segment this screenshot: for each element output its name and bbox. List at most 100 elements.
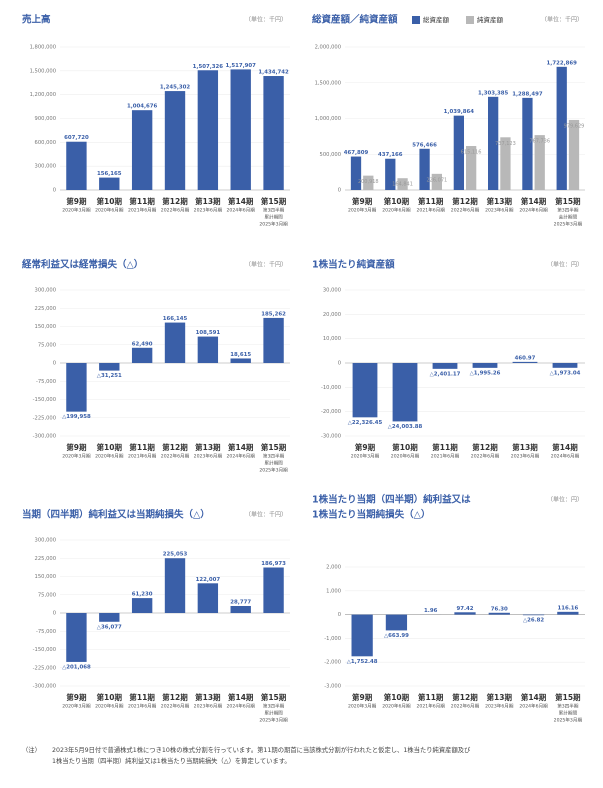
- bar: [512, 361, 538, 363]
- bar: [419, 148, 430, 190]
- y-tick-label: 150,000: [35, 574, 56, 580]
- x-tick-sublabel: 2024年6月期: [227, 453, 256, 460]
- y-tick-label: 0: [53, 361, 56, 367]
- x-tick-sublabel: 第3四半期: [263, 453, 285, 460]
- x-tick-label: 第15期: [555, 196, 581, 206]
- data-label: 1,039,864: [444, 109, 475, 115]
- x-tick-label: 第9期: [355, 442, 376, 452]
- x-tick-sublabel: 2020年3月期: [348, 703, 377, 710]
- y-tick-label: 0: [53, 611, 56, 617]
- x-tick-sublabel: 2022年6月期: [161, 453, 190, 460]
- data-label: 122,007: [196, 577, 221, 583]
- bar: [99, 613, 120, 622]
- bar: [385, 158, 396, 190]
- data-label: 166,145: [163, 316, 188, 322]
- data-label: 108,591: [196, 330, 221, 336]
- data-label: 61,230: [132, 592, 153, 598]
- y-tick-label: 75,000: [38, 592, 56, 598]
- unit-label: （単位：千円）: [541, 16, 583, 24]
- data-label: 737,123: [495, 141, 516, 147]
- bar: [197, 583, 219, 613]
- chart-title: 経常利益又は経常損失（△）: [22, 259, 143, 271]
- bar: [131, 110, 153, 190]
- bar: [534, 135, 545, 190]
- x-tick-sublabel: 累計期間: [264, 214, 283, 221]
- y-tick-label: -1,000: [324, 636, 341, 642]
- x-tick-label: 第14期: [521, 692, 547, 702]
- x-tick-label: 第13期: [195, 692, 221, 702]
- x-tick-label: 第9期: [66, 692, 87, 702]
- x-tick-label: 第12期: [452, 692, 478, 702]
- data-label: 1,434,742: [258, 70, 289, 76]
- bar: [263, 76, 284, 190]
- data-label: 437,166: [378, 152, 403, 158]
- x-tick-label: 第9期: [352, 196, 373, 206]
- y-tick-label: 0: [338, 612, 341, 618]
- y-tick-label: 1,000,000: [315, 116, 341, 122]
- x-tick-sublabel: 累計期間: [264, 460, 283, 467]
- y-tick-label: -225,000: [33, 415, 56, 421]
- x-tick-sublabel: 2022年6月期: [451, 207, 480, 214]
- x-tick-label: 第12期: [452, 196, 478, 206]
- bar: [352, 363, 378, 418]
- x-tick-sublabel: 2022年6月期: [451, 703, 480, 710]
- y-tick-label: -225,000: [33, 665, 56, 671]
- bar: [488, 96, 499, 190]
- x-tick-label: 第13期: [512, 442, 538, 452]
- bar: [230, 605, 251, 613]
- legend-swatch: [412, 16, 420, 24]
- y-tick-label: 75,000: [38, 342, 56, 348]
- y-tick-label: -10,000: [321, 385, 341, 391]
- data-label: 1,288,497: [512, 91, 543, 97]
- unit-label: （単位：千円）: [245, 511, 287, 519]
- y-tick-label: 2,000: [326, 565, 341, 571]
- chart-title: 総資産額／純資産額: [312, 14, 398, 26]
- bar: [351, 614, 373, 657]
- x-tick-label: 第9期: [66, 196, 87, 206]
- x-tick-sublabel: 2021年6月期: [417, 703, 446, 710]
- x-tick-sublabel: 2020年6月期: [95, 703, 124, 710]
- y-tick-label: -2,000: [324, 660, 341, 666]
- y-tick-label: 300,000: [35, 538, 56, 544]
- bar: [453, 115, 464, 190]
- data-label: 97.42: [456, 606, 473, 612]
- bar: [488, 612, 510, 615]
- data-label: 460.97: [515, 355, 536, 361]
- bar: [164, 322, 186, 363]
- bar: [557, 611, 579, 615]
- x-tick-label: 第9期: [66, 442, 87, 452]
- y-tick-label: -300,000: [33, 684, 56, 690]
- note-line: 2023年5月9日付で普通株式1株につき10株の株式分割を行っています。第11期…: [52, 745, 471, 754]
- data-label: 62,490: [132, 341, 153, 347]
- bar: [454, 612, 476, 615]
- bar: [263, 567, 284, 613]
- data-label: 200,918: [358, 179, 379, 185]
- x-tick-sublabel: 2024年6月期: [519, 207, 548, 214]
- note-line: 1株当たり当期（四半期）純利益又は1株当たり当期純損失（△）を算定しています。: [52, 756, 291, 765]
- data-label: 164,841: [392, 182, 413, 188]
- bar: [472, 363, 498, 368]
- legend-label: 総資産額: [423, 15, 450, 24]
- x-tick-sublabel: 2024年6月期: [227, 703, 256, 710]
- bar: [197, 70, 219, 190]
- x-tick-label: 第12期: [162, 442, 188, 452]
- data-label: 767,736: [529, 139, 550, 145]
- y-tick-label: 150,000: [35, 324, 56, 330]
- unit-label: （単位：千円）: [245, 16, 287, 24]
- legend-swatch: [466, 16, 474, 24]
- bar: [522, 614, 545, 616]
- x-tick-sublabel: 2021年6月期: [128, 453, 157, 460]
- x-tick-label: 第15期: [261, 692, 287, 702]
- y-tick-label: 300,000: [35, 164, 56, 170]
- y-tick-label: -150,000: [33, 397, 56, 403]
- x-tick-sublabel: 2025年3月期: [259, 467, 288, 474]
- chart-title: 当期（四半期）純利益又は当期純損失（△）: [22, 509, 210, 521]
- y-tick-label: -3,000: [324, 684, 341, 690]
- bar: [99, 363, 120, 371]
- x-tick-label: 第11期: [129, 692, 155, 702]
- bar: [466, 146, 477, 190]
- data-label: △22,326.45: [348, 420, 383, 426]
- data-label: △24,003.88: [388, 424, 423, 430]
- x-tick-sublabel: 累計期間: [264, 710, 283, 717]
- data-label: △1,995.26: [470, 370, 501, 376]
